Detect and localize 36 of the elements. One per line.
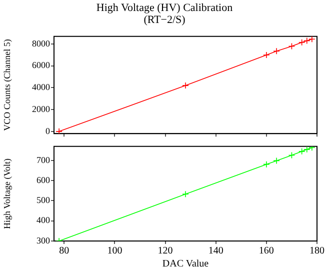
point — [263, 52, 270, 58]
point — [308, 36, 316, 43]
point — [288, 42, 296, 50]
y-tick-label: 700 — [36, 154, 50, 165]
point — [298, 148, 306, 155]
y-tick-label: 600 — [36, 174, 50, 185]
point — [298, 39, 306, 46]
y-tick-label: 2000 — [32, 104, 50, 114]
point — [303, 146, 310, 153]
y-tick-label: 4000 — [32, 82, 50, 92]
y-axis-title: High Voltage (Volt) — [2, 158, 12, 229]
y-tick-label: 300 — [36, 235, 50, 246]
point — [303, 37, 310, 44]
point — [308, 146, 316, 152]
point — [273, 157, 280, 164]
x-tick-label: 140 — [208, 246, 224, 257]
point — [273, 48, 280, 55]
y-axis-title: VCO Counts (Channel 5) — [2, 39, 12, 131]
y-tick-label: 400 — [36, 215, 50, 226]
x-tick-label: 180 — [310, 246, 324, 257]
y-tick-label: 6000 — [32, 60, 50, 70]
x-tick-label: 120 — [158, 246, 173, 257]
y-tick-label: 8000 — [32, 38, 50, 48]
chart-subtitle: (RT−2/S) — [142, 14, 186, 26]
x-tick-label: 100 — [107, 246, 122, 257]
y-tick-label: 500 — [36, 195, 50, 206]
point — [182, 190, 189, 198]
point — [56, 128, 62, 134]
x-tick-label: 80 — [59, 246, 70, 257]
point — [288, 152, 296, 159]
point — [182, 82, 189, 89]
x-tick-label: 160 — [258, 246, 274, 257]
x-axis-title: DAC Value — [162, 258, 210, 270]
chart-title: High Voltage (HV) Calibration — [95, 2, 234, 14]
y-tick-label: 0 — [46, 126, 50, 136]
point — [263, 160, 270, 168]
